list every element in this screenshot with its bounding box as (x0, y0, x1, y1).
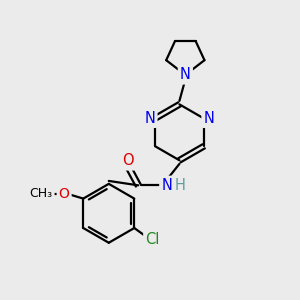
Text: N: N (161, 178, 172, 193)
Text: O: O (122, 153, 134, 168)
Text: O: O (59, 187, 70, 201)
Text: H: H (175, 178, 186, 193)
Text: CH₃: CH₃ (30, 187, 53, 200)
Text: N: N (203, 111, 214, 126)
Text: Cl: Cl (145, 232, 160, 247)
Text: N: N (180, 68, 191, 82)
Text: N: N (145, 111, 155, 126)
